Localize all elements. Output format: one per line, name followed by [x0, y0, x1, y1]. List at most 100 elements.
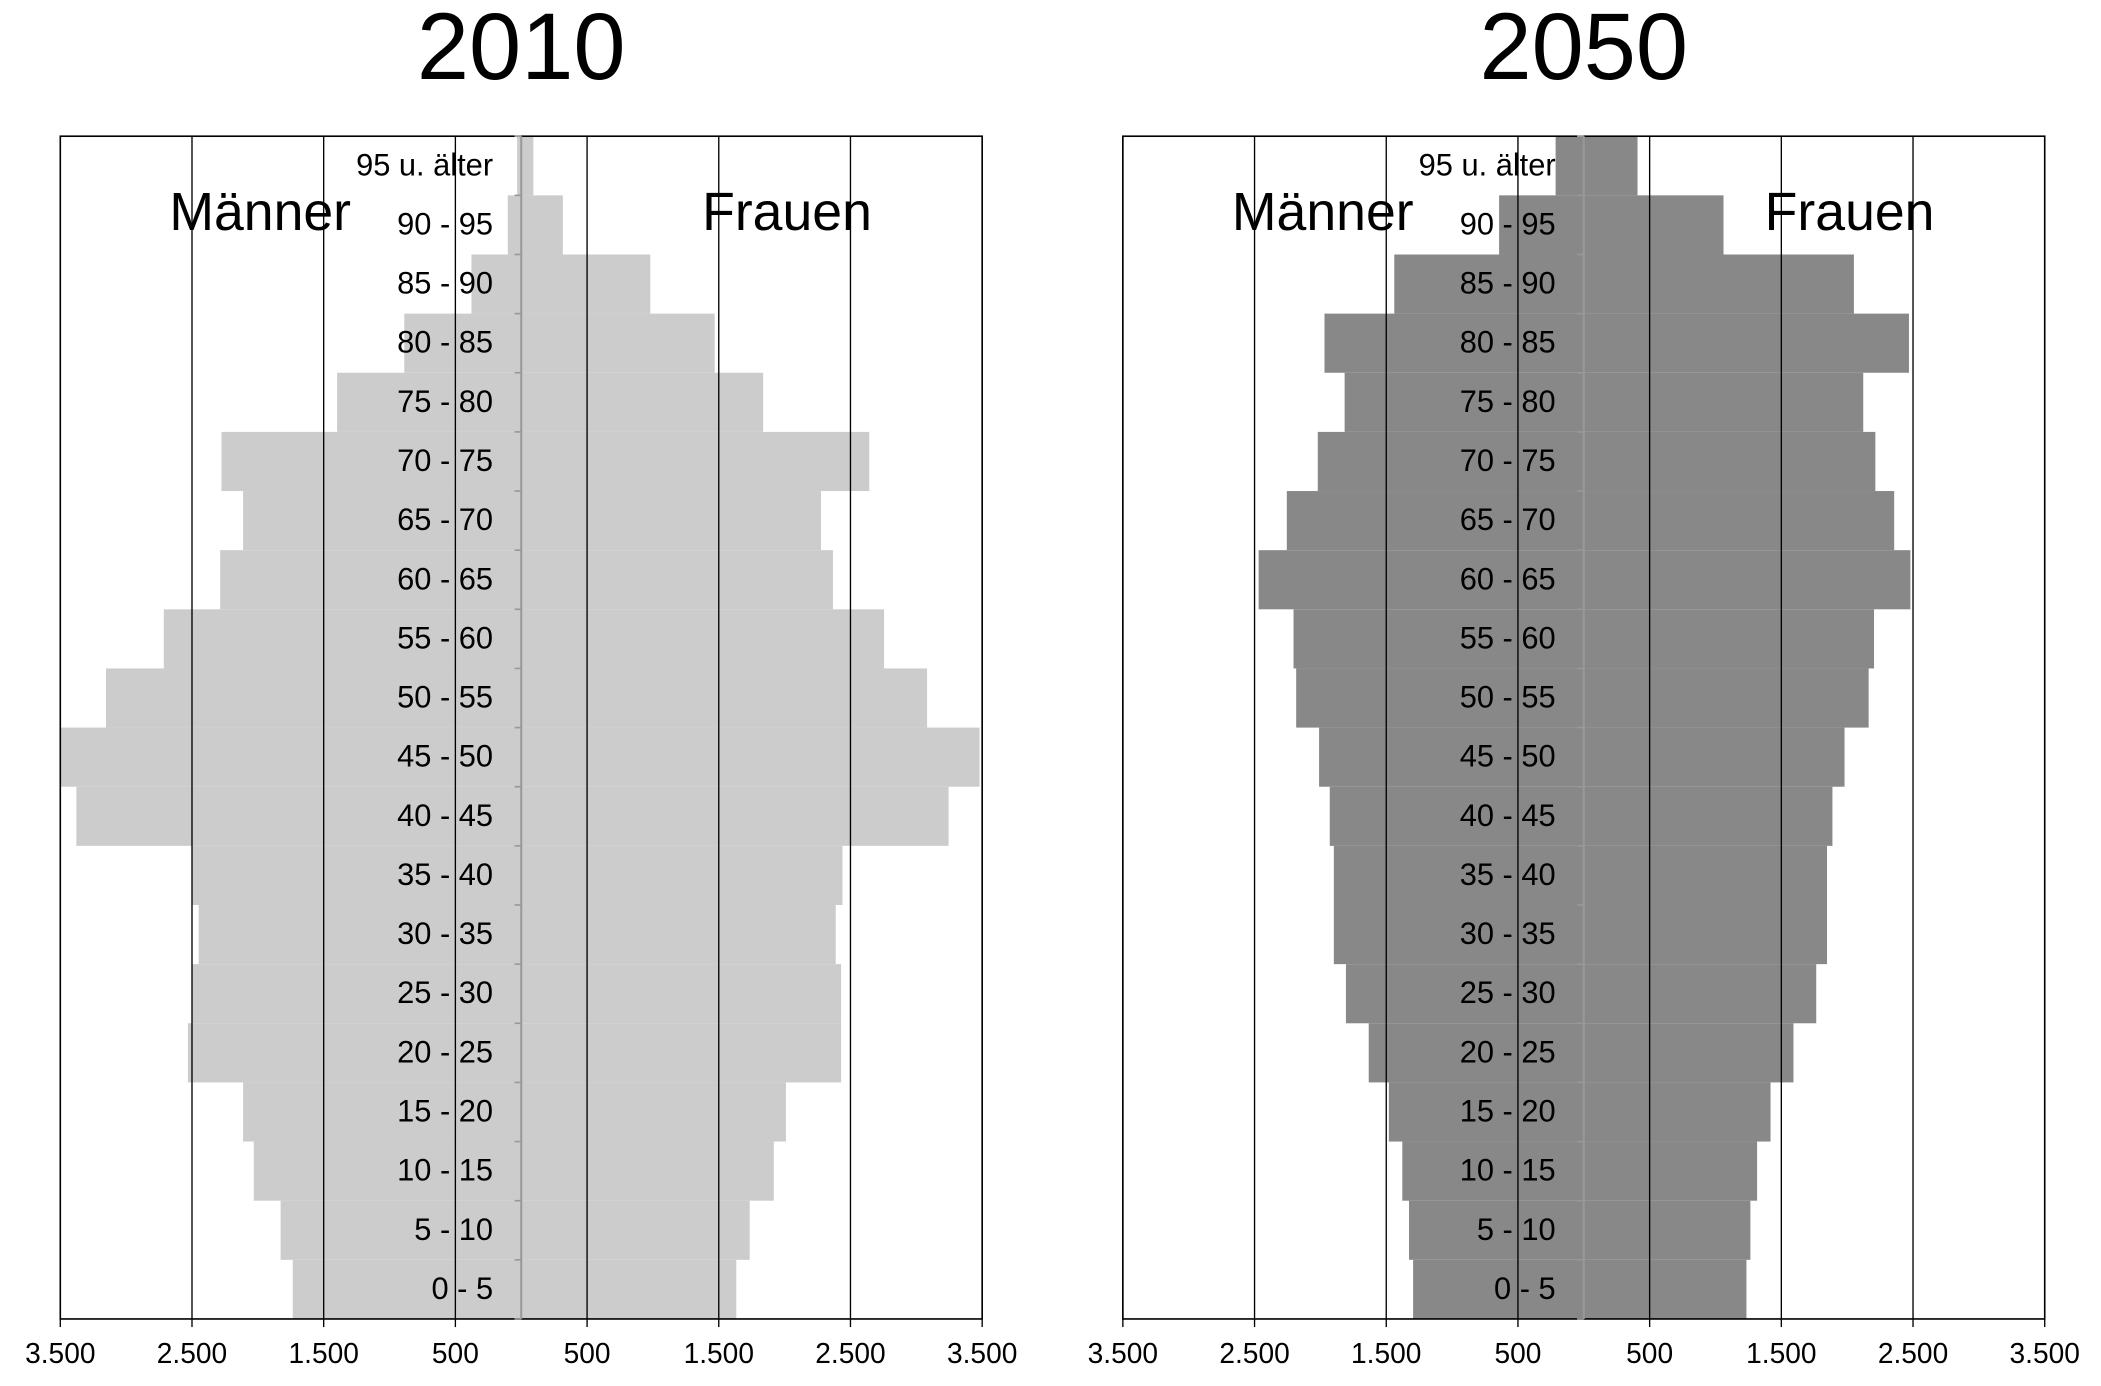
- category-label: 35 - 40: [1460, 857, 1556, 892]
- x-tick-label: 500: [1626, 1337, 1673, 1369]
- bar: [1388, 1082, 1584, 1142]
- bar: [292, 1259, 522, 1319]
- bar: [521, 195, 563, 255]
- bar: [1344, 372, 1584, 432]
- series-label: Männer: [1232, 182, 1414, 242]
- bar: [1583, 550, 1911, 610]
- bar: [521, 1082, 786, 1142]
- category-label: 45 - 50: [397, 739, 493, 774]
- bar: [243, 491, 522, 551]
- bar: [1583, 372, 1864, 432]
- category-label: 65 - 70: [397, 502, 493, 537]
- bar: [521, 1141, 774, 1201]
- category-label: 85 - 90: [1460, 266, 1556, 301]
- bar: [191, 964, 522, 1024]
- bar: [521, 1259, 737, 1319]
- bar: [187, 1023, 522, 1083]
- series-label: Frauen: [702, 182, 872, 242]
- bar: [1402, 1141, 1584, 1201]
- bar: [471, 254, 522, 314]
- bar: [1499, 195, 1584, 255]
- bar: [521, 609, 885, 669]
- category-label: 10 - 15: [1460, 1153, 1556, 1188]
- bar: [521, 905, 836, 965]
- x-tick-label: 1.500: [1351, 1337, 1421, 1369]
- bar: [521, 136, 534, 196]
- bar: [105, 668, 522, 728]
- bar: [243, 1082, 522, 1142]
- bar: [191, 845, 522, 906]
- category-label: 20 - 25: [397, 1034, 493, 1069]
- bar: [1293, 609, 1584, 669]
- category-label: 75 - 80: [1460, 384, 1556, 419]
- bar: [221, 431, 522, 492]
- category-label: 15 - 20: [1460, 1093, 1556, 1128]
- bar: [1583, 491, 1895, 551]
- x-tick-label: 3.500: [2010, 1337, 2080, 1369]
- category-label: 40 - 45: [1460, 798, 1556, 833]
- x-tick-label: 3.500: [947, 1337, 1017, 1369]
- category-label: 25 - 30: [397, 975, 493, 1010]
- series-label: Männer: [169, 182, 351, 242]
- bar: [1583, 195, 1724, 255]
- category-label: 25 - 30: [1460, 975, 1556, 1010]
- category-label: 70 - 75: [1460, 443, 1556, 478]
- x-tick-label: 2.500: [1219, 1337, 1289, 1369]
- series-label: Frauen: [1765, 182, 1935, 242]
- bar: [1286, 491, 1584, 551]
- bar: [521, 1023, 842, 1083]
- bar: [521, 550, 833, 610]
- category-label: 0 - 5: [431, 1271, 493, 1306]
- bar: [1583, 313, 1909, 373]
- bar: [1583, 1200, 1751, 1260]
- bar: [163, 609, 522, 669]
- category-label: 90 - 95: [1460, 206, 1556, 241]
- category-label: 95 u. älter: [1419, 147, 1556, 182]
- category-label: 50 - 55: [1460, 679, 1556, 714]
- bar: [337, 372, 522, 432]
- x-tick-label: 2.500: [1878, 1337, 1948, 1369]
- bar: [1319, 727, 1584, 787]
- x-tick-label: 2.500: [157, 1337, 227, 1369]
- x-tick-label: 500: [564, 1337, 611, 1369]
- category-label: 90 - 95: [397, 206, 493, 241]
- category-label: 75 - 80: [397, 384, 493, 419]
- bar: [521, 727, 980, 787]
- bar: [1409, 1200, 1584, 1260]
- category-label: 15 - 20: [397, 1093, 493, 1128]
- x-tick-label: 1.500: [684, 1337, 754, 1369]
- category-label: 5 - 10: [1477, 1212, 1556, 1247]
- bar: [76, 786, 522, 846]
- bar: [1583, 905, 1828, 965]
- bar: [1258, 550, 1584, 610]
- bar: [1583, 609, 1875, 669]
- bar: [521, 372, 764, 432]
- category-label: 35 - 40: [397, 857, 493, 892]
- bar: [1413, 1259, 1584, 1319]
- chart-title: 2010: [417, 0, 626, 99]
- category-label: 10 - 15: [397, 1153, 493, 1188]
- bar: [1583, 1141, 1758, 1201]
- x-tick-label: 2.500: [815, 1337, 885, 1369]
- bar: [521, 845, 843, 906]
- bar: [404, 313, 522, 373]
- x-tick-label: 500: [1494, 1337, 1541, 1369]
- bar: [1333, 845, 1584, 906]
- bar: [521, 964, 842, 1024]
- bar: [1583, 668, 1869, 728]
- chart-title: 2050: [1479, 0, 1688, 99]
- x-tick-label: 3.500: [1088, 1337, 1158, 1369]
- category-label: 65 - 70: [1460, 502, 1556, 537]
- category-label: 50 - 55: [397, 679, 493, 714]
- bar: [198, 905, 522, 965]
- category-label: 85 - 90: [397, 266, 493, 301]
- bar: [517, 136, 522, 196]
- category-label: 45 - 50: [1460, 739, 1556, 774]
- bar: [1296, 668, 1584, 728]
- bar: [1583, 431, 1876, 492]
- bar: [521, 491, 821, 551]
- category-label: 80 - 85: [1460, 325, 1556, 360]
- bar: [253, 1141, 522, 1201]
- bar: [521, 431, 870, 492]
